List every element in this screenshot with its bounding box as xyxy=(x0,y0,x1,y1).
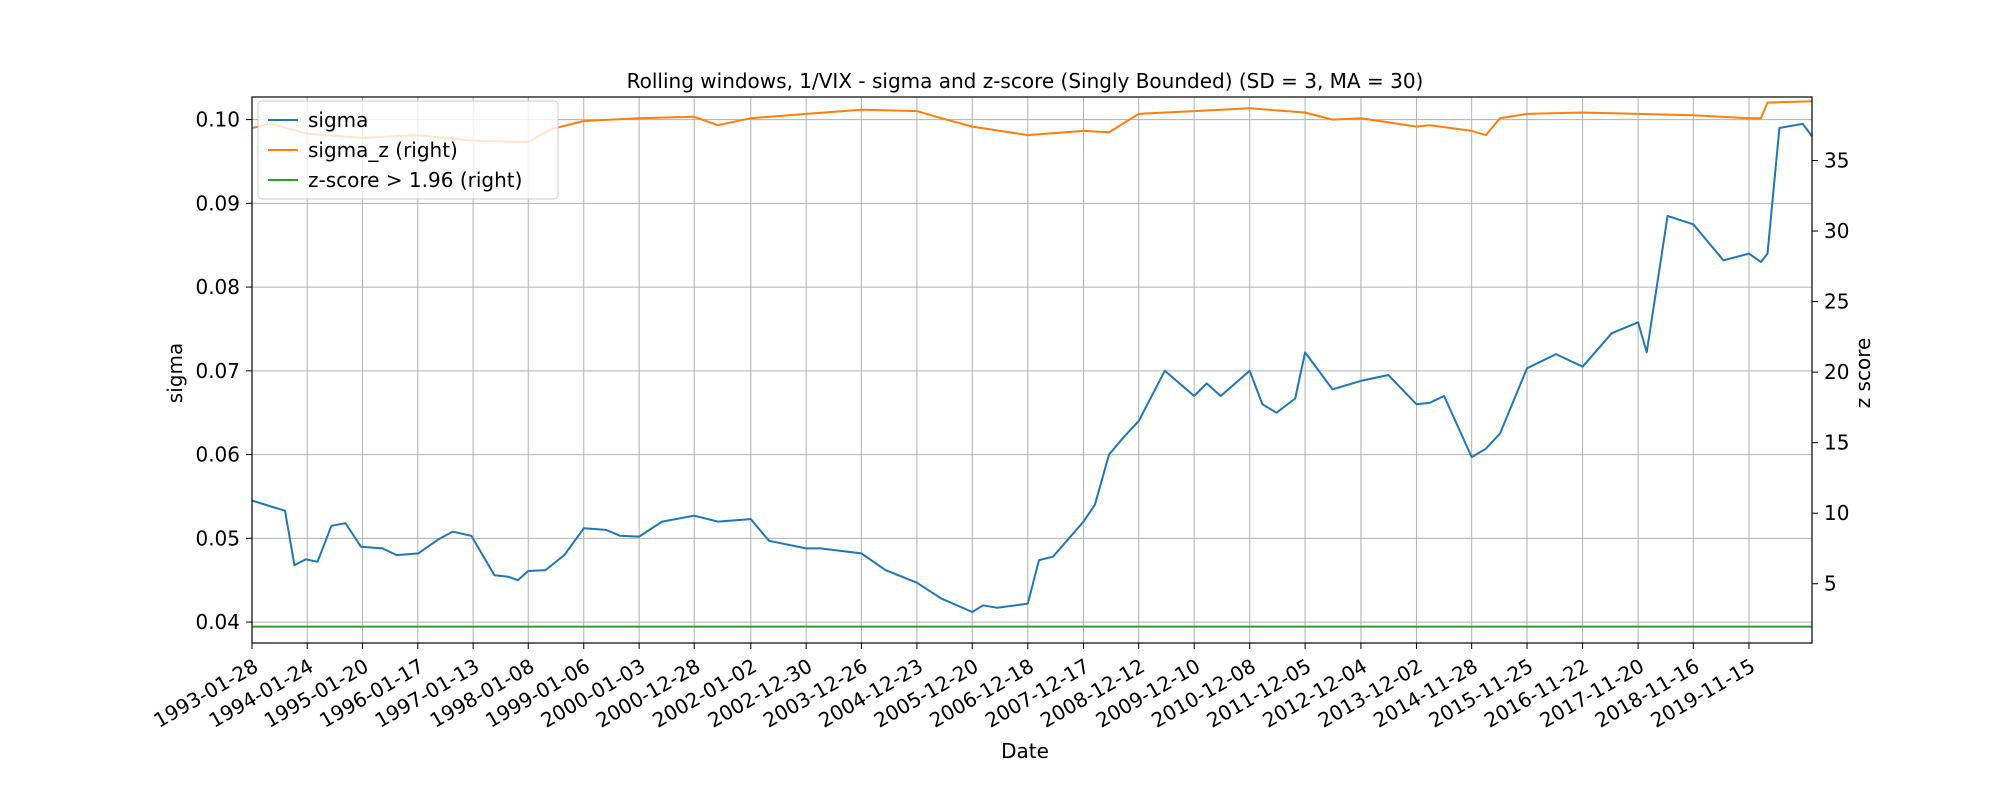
y-left-tick-label: 0.08 xyxy=(195,275,240,299)
y-left-tick-label: 0.04 xyxy=(195,610,240,634)
legend: sigma sigma_z (right) z-score > 1.96 (righ… xyxy=(257,100,559,200)
legend-box xyxy=(257,100,559,200)
y-right-tick-label: 35 xyxy=(1824,148,1849,172)
y-right-tick-label: 10 xyxy=(1824,501,1849,525)
x-axis-title: Date xyxy=(1001,739,1049,763)
y-axis-right-title: z score xyxy=(1851,338,1875,409)
chart-title: Rolling windows, 1/VIX - sigma and z-sco… xyxy=(627,69,1424,93)
y-left-tick-label: 0.06 xyxy=(195,443,240,467)
y-axis-left-title: sigma xyxy=(163,343,187,403)
legend-label: sigma_z (right) xyxy=(308,138,458,162)
plot-frame xyxy=(251,96,1813,644)
legend-label: z-score > 1.96 (right) xyxy=(308,168,522,192)
y-right-tick-label: 25 xyxy=(1824,290,1849,314)
y-right-tick-label: 15 xyxy=(1824,431,1849,455)
series-line-sigma xyxy=(251,122,1813,613)
y-left-tick-label: 0.10 xyxy=(195,108,240,132)
y-right-tick-label: 30 xyxy=(1824,219,1849,243)
legend-label: sigma xyxy=(308,108,368,132)
y-right-tick-label: 5 xyxy=(1824,572,1837,596)
y-left-tick-label: 0.07 xyxy=(195,359,240,383)
y-left-tick-label: 0.05 xyxy=(195,526,240,550)
y-axis-left: 0.04 0.05 0.06 0.07 0.08 0.09 0.10 xyxy=(195,108,252,634)
y-right-tick-label: 20 xyxy=(1824,360,1849,384)
y-axis-right: 5 10 15 20 25 30 35 xyxy=(1812,148,1849,596)
y-left-tick-label: 0.09 xyxy=(195,191,240,215)
